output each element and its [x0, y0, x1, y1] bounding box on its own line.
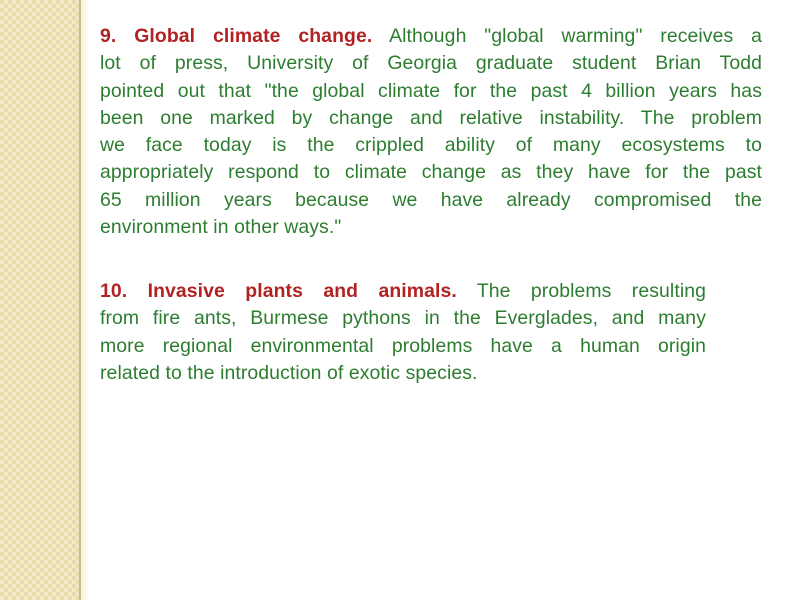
- paragraph-invasive-plants-animals: 10. Invasive plants and animals. The pro…: [100, 278, 706, 387]
- text-line: related to the introduction of exotic sp…: [100, 361, 478, 384]
- text-line: we face today is the crippled ability of…: [100, 134, 762, 157]
- text-line: from fire ants, Burmese pythons in the E…: [100, 307, 706, 330]
- text-line: lot of press, University of Georgia grad…: [100, 52, 762, 75]
- text-line: appropriately respond to climate change …: [100, 161, 762, 184]
- sidebar-fade: [81, 0, 90, 600]
- text-line: environment in other ways.": [100, 216, 342, 239]
- text-line: more regional environmental problems hav…: [100, 334, 706, 357]
- paragraph-heading: 9. Global climate change.: [100, 25, 373, 47]
- text-line: pointed out that "the global climate for…: [100, 79, 762, 102]
- paragraph-heading: 10. Invasive plants and animals.: [100, 280, 457, 302]
- paragraph-global-climate-change: 9. Global climate change. Although "glob…: [100, 23, 762, 241]
- text-line: been one marked by change and relative i…: [100, 106, 762, 129]
- text-line: 9. Global climate change. Although "glob…: [100, 25, 762, 47]
- text-line: 10. Invasive plants and animals. The pro…: [100, 280, 706, 302]
- sidebar-texture-strip: [0, 0, 79, 600]
- sidebar-edge-line: [79, 0, 81, 600]
- text-line: 65 million years because we have already…: [100, 188, 762, 211]
